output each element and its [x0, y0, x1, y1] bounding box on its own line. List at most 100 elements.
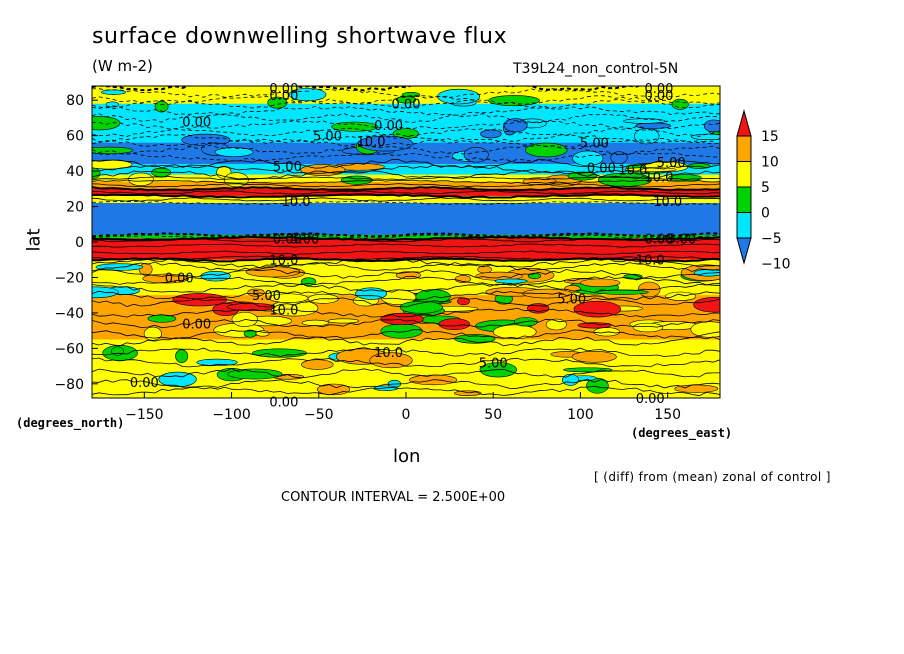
contour-line-46 [92, 385, 720, 397]
contour-label-10: 5.00 [657, 156, 686, 171]
band-9 [92, 203, 720, 236]
contour-patch-66 [494, 278, 528, 284]
contour-patch-96 [571, 351, 617, 363]
x-tick-label-4: 50 [484, 407, 502, 423]
contour-label-31: 0.00 [269, 396, 298, 411]
y-axis-label: lat [23, 228, 45, 252]
contour-label-20: 5.00 [667, 232, 696, 247]
band-11 [92, 238, 720, 261]
contour-patch-42 [632, 322, 664, 333]
contour-patch-125 [503, 118, 528, 133]
colorbar-label-2: 5 [761, 180, 770, 196]
contour-patch-94 [562, 373, 580, 386]
contour-line-13 [92, 164, 720, 175]
contour-patch-11 [327, 318, 360, 324]
contour-patch-80 [586, 377, 609, 394]
contour-interval-label: CONTOUR INTERVAL = 2.500E+00 [281, 490, 506, 505]
x-tick-label-0: −150 [125, 407, 163, 423]
contour-line-34 [92, 275, 720, 286]
contour-line-35 [92, 283, 720, 294]
contour-line-39 [92, 318, 720, 329]
contour-patch-90 [175, 349, 189, 364]
colorbar-label-0: 15 [761, 129, 779, 145]
contour-patch-56 [580, 278, 621, 287]
contour-lines [92, 86, 720, 397]
contour-label-32: 0.00 [636, 392, 665, 407]
contour-patch-124 [690, 133, 720, 141]
contour-patch-47 [138, 263, 153, 276]
contour-label-4: 0.00 [392, 98, 421, 113]
contour-line-16 [92, 179, 720, 184]
contour-patch-154 [488, 95, 540, 106]
contour-patch-76 [196, 358, 238, 366]
contour-patch-121 [480, 129, 502, 139]
contour-patch-38 [255, 330, 270, 337]
contour-label-15: 10.0 [282, 195, 311, 210]
contour-patch-19 [380, 323, 423, 339]
contour-label-21: 10.0 [269, 254, 298, 269]
contour-label-13: 0.00 [587, 162, 616, 177]
contour-line-7 [92, 127, 720, 137]
contour-label-1: 0.00 [269, 89, 298, 104]
y-axis-units: (degrees_north) [16, 416, 125, 430]
contour-label-6: 0.00 [374, 119, 403, 134]
contour-line-3 [92, 98, 720, 109]
colorbar-label-1: 10 [761, 155, 779, 171]
x-tick-label-3: 0 [402, 407, 411, 423]
x-tick-label-1: −100 [212, 407, 250, 423]
contour-label-3: 0.00 [644, 89, 673, 104]
contour-patch-53 [300, 277, 317, 286]
contour-patch-59 [200, 271, 231, 282]
contour-line-27 [92, 243, 720, 248]
contour-patch-99 [562, 367, 613, 373]
contour-line-45 [92, 378, 720, 390]
contour-line-15 [92, 176, 720, 181]
contour-label-23: 0.00 [165, 271, 194, 286]
units-label: (W m-2) [92, 57, 153, 75]
band-6 [92, 181, 720, 190]
y-axis: −80 −60 −40 −20 0 20 40 60 80 [54, 93, 98, 393]
contour-line-8 [92, 134, 720, 144]
contour-line-23 [92, 232, 720, 238]
contour-patch-41 [268, 293, 309, 303]
contour-line-19 [92, 190, 720, 195]
contour-patch-113 [214, 147, 254, 157]
contour-line-2 [92, 95, 720, 106]
contour-label-30: 0.00 [130, 376, 159, 391]
contour-label-18: 5.00 [290, 232, 319, 247]
contour-line-28 [92, 250, 720, 255]
contour-label-12: 10.0 [644, 170, 673, 185]
contour-line-25 [92, 235, 720, 242]
contour-line-26 [92, 238, 720, 243]
contour-patch-134 [128, 172, 154, 186]
x-tick-label-2: −50 [304, 407, 334, 423]
contour-patch-115 [525, 142, 568, 158]
contour-line-4 [92, 105, 720, 116]
contour-label-8: 10.0 [357, 135, 386, 150]
contour-patch-40 [438, 318, 471, 331]
contour-patch-54 [477, 265, 492, 274]
band-15 [92, 339, 720, 353]
contour-patch-109 [463, 146, 489, 163]
colorbar-box-0 [736, 135, 752, 162]
contour-patch-136 [668, 174, 702, 182]
colorbar-bottom-arrow [736, 237, 752, 265]
x-axis-units: (degrees_east) [631, 426, 733, 440]
contour-line-12 [92, 158, 720, 169]
contour-line-29 [92, 255, 720, 261]
y-tick-label-3: −20 [54, 270, 84, 286]
y-tick-label-5: 20 [66, 200, 84, 216]
contour-line-18 [92, 186, 720, 192]
y-tick-label-8: 80 [66, 93, 84, 109]
contour-patch-108 [572, 150, 604, 166]
contour-line-14 [92, 169, 720, 180]
contour-line-20 [92, 193, 720, 199]
band-8 [92, 195, 720, 204]
contour-patch-4 [147, 314, 177, 323]
contour-line-41 [92, 336, 720, 347]
colorbar-box-1 [736, 161, 752, 188]
contour-patch-28 [301, 319, 329, 326]
contour-line-9 [92, 137, 720, 148]
x-tick-label-5: 100 [567, 407, 594, 423]
